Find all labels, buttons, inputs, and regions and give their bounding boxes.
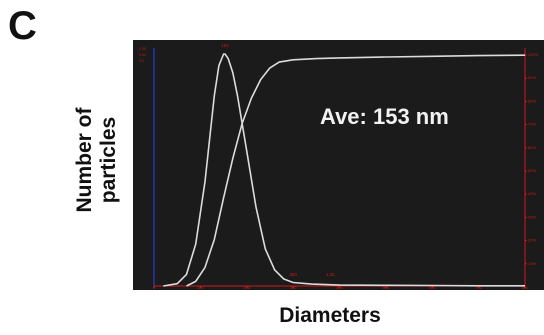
panel-letter: C [8,4,37,48]
right-tick-label: 50% [528,168,536,173]
x-tick-label: 500 [383,285,390,290]
x-tick-label: 400 [336,285,343,290]
minor-label: 300 [289,272,297,277]
x-tick-label: 600 [429,285,436,290]
x-tick-label: 300 [290,285,297,290]
labels-group: 0 100 200 300 400 500 600 700 800 1.00 0.50 0.0 100%… [139,43,539,290]
x-tick-label: 0 [153,285,156,290]
plot-background [133,40,544,290]
x-axis-title: Diameters [279,304,381,327]
right-tick-label: 10% [528,261,536,266]
x-tick-label: 800 [522,285,529,290]
x-tick-label: 200 [243,285,250,290]
right-tick-label: 40% [528,191,536,196]
right-tick-label: 20% [528,238,536,243]
left-tick-label: 1.00 [139,47,146,51]
right-tick-label: 90% [528,75,536,80]
y-axis-title-line-1: Number of [72,107,96,213]
y-axis-title: Number of particles [73,60,121,260]
right-tick-label: 70% [528,122,536,127]
curves-group [163,53,526,287]
cumulative-curve [186,54,526,287]
left-tick-label: 0.50 [139,53,146,57]
left-tick-label: 0.0 [139,59,144,63]
x-tick-label: 700 [475,285,482,290]
right-tick-label: 100% [528,52,539,57]
average-annotation: Ave: 153 nm [320,104,449,129]
y-axis-title-wrap: Number of particles [62,60,132,260]
y-axis-title-line-2: particles [97,116,120,204]
x-tick-label: 100 [197,285,204,290]
right-tick-label: 80% [528,98,536,103]
minor-label: 1.32 [326,272,335,277]
size-distribution-plot: 0 100 200 300 400 500 600 700 800 1.00 0.50 0.0 100%… [133,40,544,290]
right-tick-label: 60% [528,145,536,150]
peak-label: 153 [221,43,229,48]
right-tick-label: 30% [528,214,536,219]
